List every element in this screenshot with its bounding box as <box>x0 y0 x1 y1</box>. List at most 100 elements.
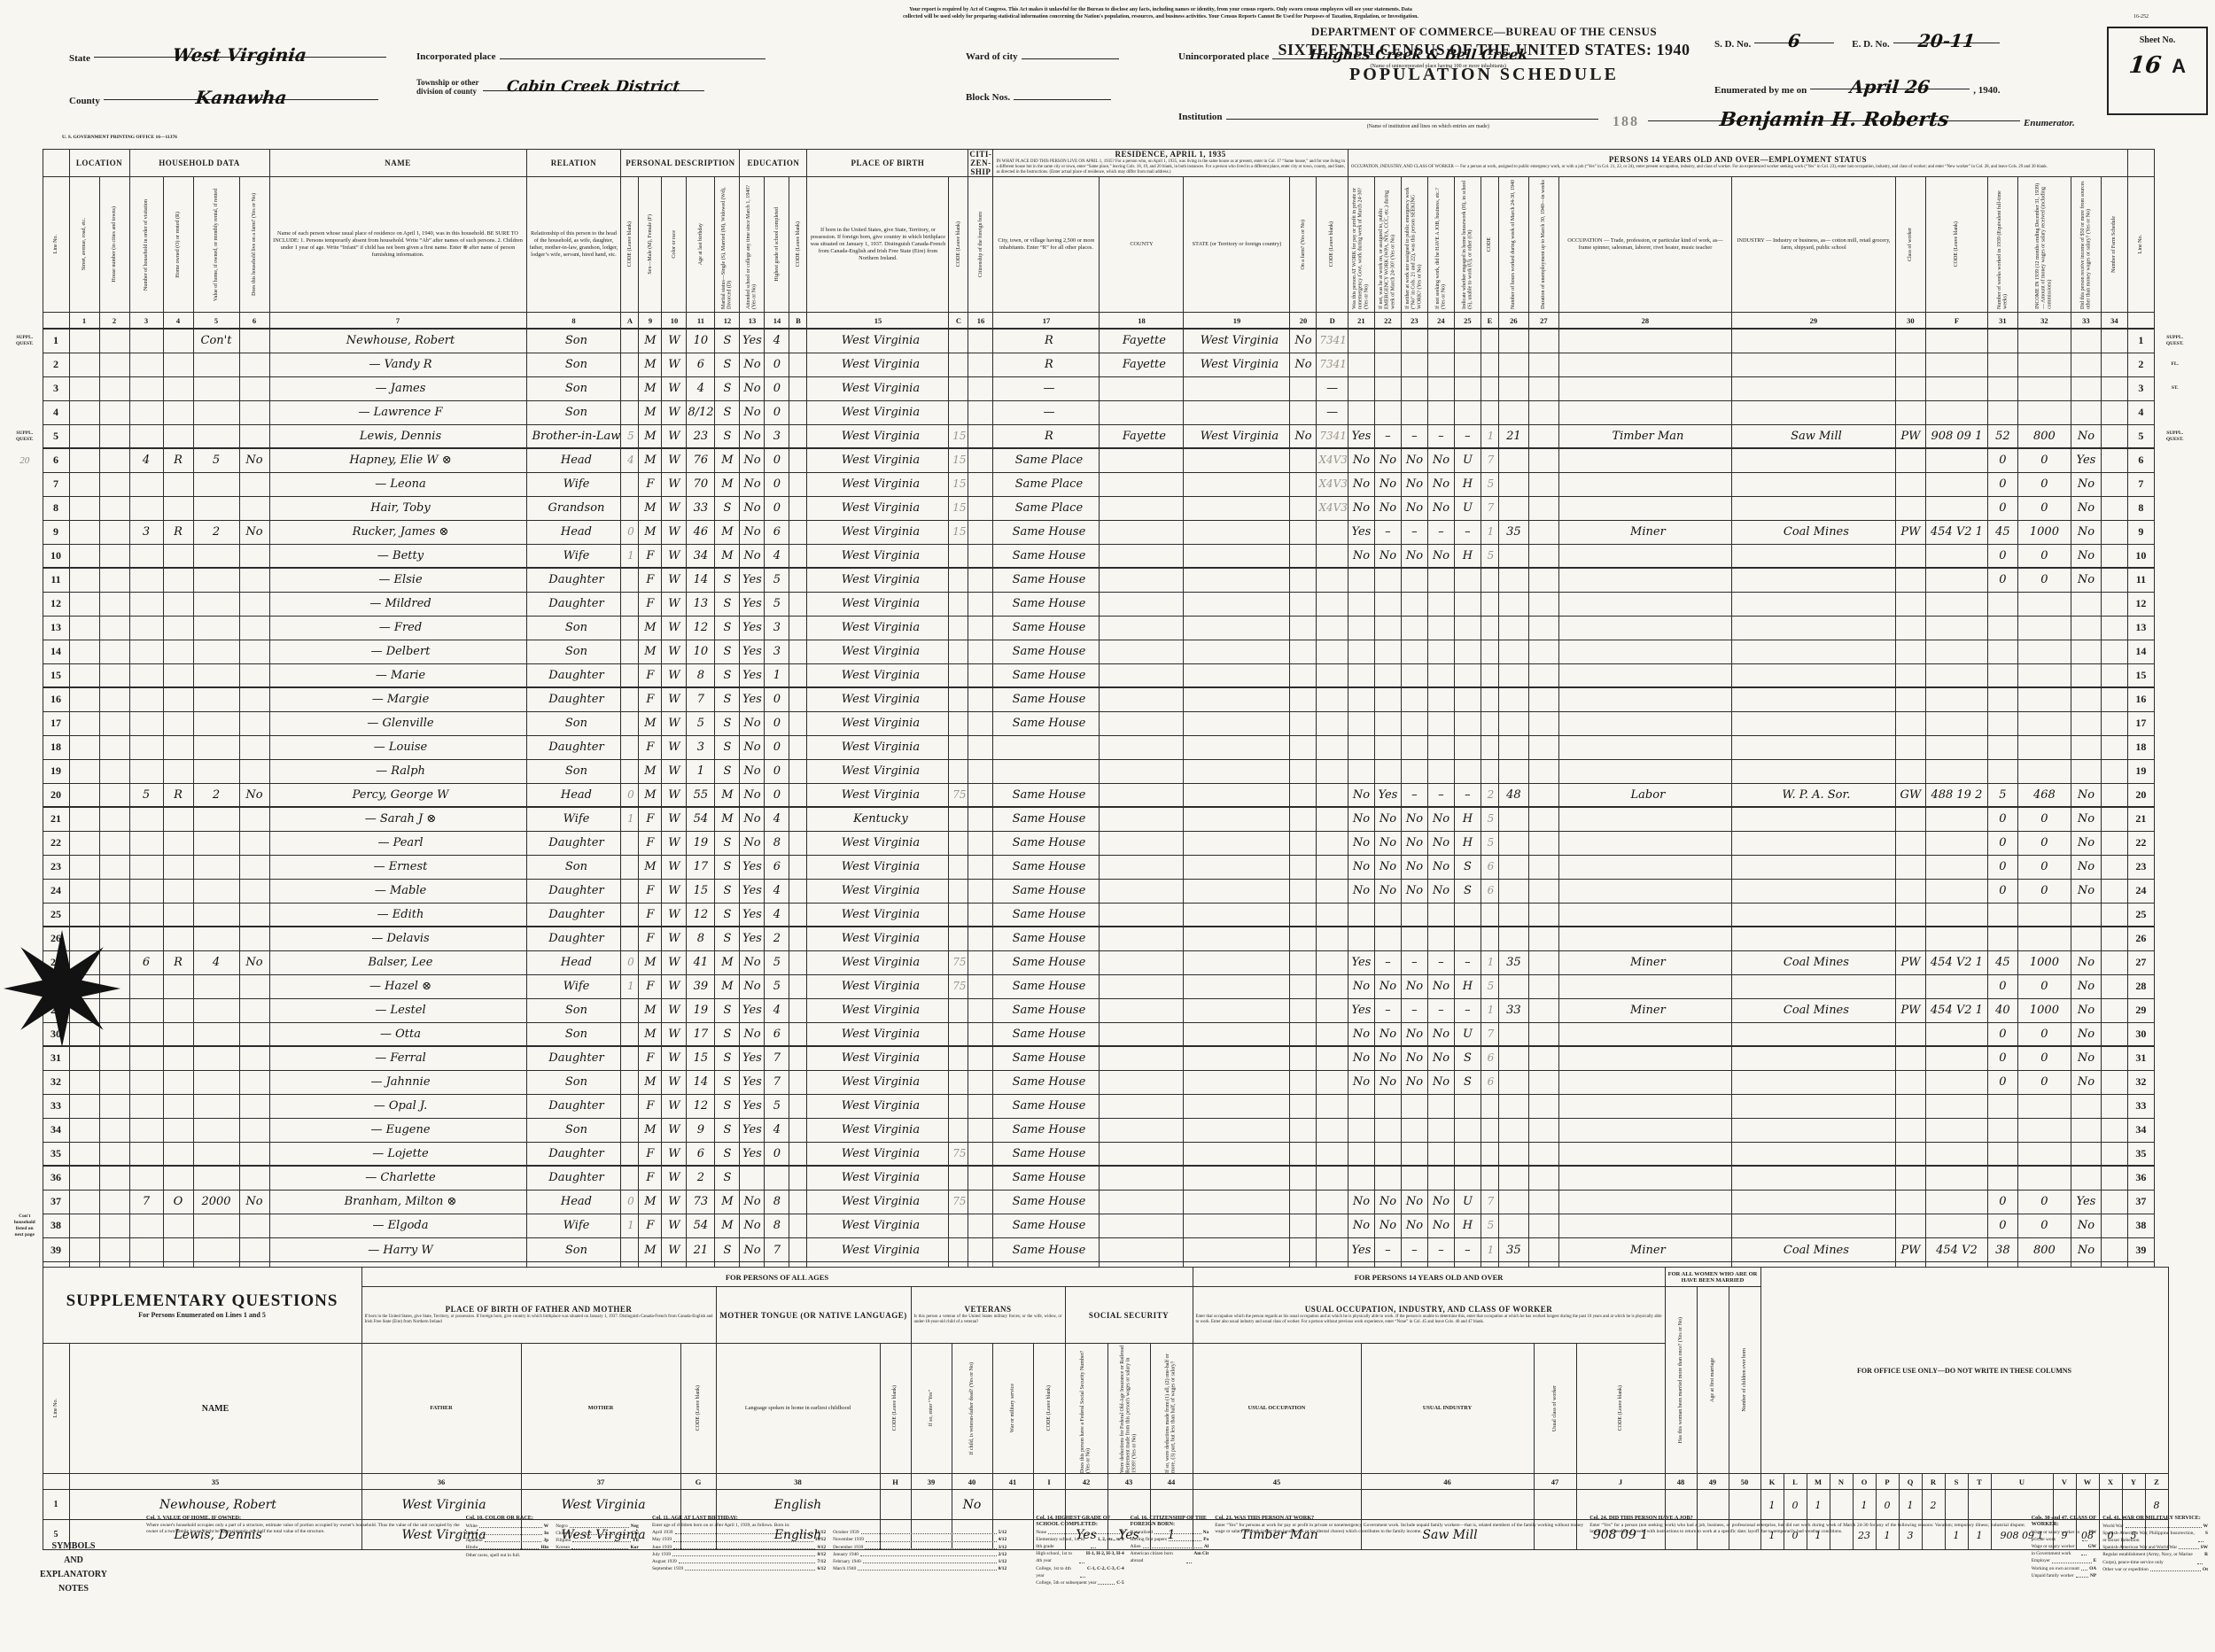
cell-cf <box>1924 734 1988 760</box>
legend-code-pair: Other war or expedition Ot <box>2102 1566 2208 1572</box>
cell-hh <box>128 615 164 640</box>
cell-ce: 5 <box>1480 1213 1499 1238</box>
cell-hn <box>98 471 130 497</box>
legend-code-pair: College, 1st to 4th year C-1, C-2, C-3, C… <box>1036 1565 1124 1578</box>
cell-val: 5 <box>192 447 240 473</box>
column-header-wks: Number of weeks worked in 1939 (Equivale… <box>1986 176 2018 313</box>
cell-r18 <box>1099 1093 1185 1119</box>
cell-cr: W <box>661 399 688 425</box>
cell-r17: R <box>992 328 1100 353</box>
supp-cell-w50 <box>1728 1489 1761 1520</box>
cell-cd <box>1316 639 1348 664</box>
cell-mL <box>7 879 43 903</box>
legend-code-pair: March 1940 0/12 <box>833 1565 1007 1571</box>
cell-age: 12 <box>686 1093 716 1119</box>
cell-cls <box>1894 663 1926 688</box>
cell-name: — Jahnnie <box>268 1069 527 1095</box>
header-tongue: Language spoken in home in earliest chil… <box>715 1343 881 1474</box>
cell-r19 <box>1183 567 1291 593</box>
cell-ca: 1 <box>620 543 640 569</box>
cell-ca <box>620 639 640 664</box>
cell-ms: S <box>714 1117 741 1143</box>
cell-r20: No <box>1289 328 1317 353</box>
cell-e21 <box>1347 1165 1375 1191</box>
supp-cell-v40: No <box>951 1489 993 1520</box>
supp-colnum: J <box>1575 1473 1666 1490</box>
cell-st <box>68 495 100 521</box>
cell-gr: 6 <box>764 854 790 880</box>
cell-ce <box>1480 926 1499 951</box>
header-code-j: CODE (Leave blank) <box>1575 1343 1666 1474</box>
cell-e21: No <box>1347 495 1375 521</box>
cell-e23 <box>1400 926 1428 951</box>
cell-ca <box>620 1045 640 1071</box>
cell-ce <box>1480 758 1499 784</box>
cell-cit <box>968 758 994 784</box>
cell-sx: M <box>638 1189 663 1214</box>
cell-r17: Same House <box>992 686 1100 712</box>
column-header-hrs: Number of hours worked during week of Ma… <box>1497 176 1529 313</box>
cell-name: — Ferral <box>268 1045 527 1071</box>
cell-e25: H <box>1453 973 1481 999</box>
cell-e22 <box>1373 1117 1402 1143</box>
cell-or <box>162 758 194 784</box>
cell-r17: Same House <box>992 639 1100 664</box>
cell-gr: 0 <box>764 447 790 473</box>
cell-name: — Elgoda <box>268 1213 527 1238</box>
header-name: NAME <box>68 1343 362 1474</box>
header-w49: Age at first marriage <box>1696 1286 1729 1474</box>
cell-sch: Yes <box>739 663 766 688</box>
column-header-cf: CODE (Leave blank) <box>1924 176 1988 313</box>
cell-cd: 7341 <box>1316 423 1348 449</box>
cell-cit <box>968 686 994 712</box>
table-row: 18— Louise Daughter F W 3 S No 0 West Virginia 18 <box>7 734 2195 760</box>
cell-ind <box>1730 328 1896 353</box>
cell-cb <box>789 591 808 617</box>
supp-cell-ind <box>1360 1489 1535 1520</box>
cell-r17: Same House <box>992 591 1100 617</box>
cell-cit <box>968 495 994 521</box>
cell-wks: 45 <box>1986 950 2018 975</box>
cell-r17: Same House <box>992 543 1100 569</box>
cell-hn <box>98 1021 130 1047</box>
cell-or <box>162 615 194 640</box>
cell-ca <box>620 495 640 521</box>
cell-cd <box>1316 710 1348 736</box>
cell-hh <box>128 806 164 832</box>
cell-ln1: 17 <box>42 710 70 736</box>
cell-r18 <box>1099 447 1185 473</box>
cell-r17 <box>992 758 1100 784</box>
cell-r19 <box>1183 854 1291 880</box>
cell-cf <box>1924 686 1988 712</box>
cell-r17: Same House <box>992 1117 1100 1143</box>
header-code-i: CODE (Leave blank) <box>1032 1343 1066 1474</box>
cell-pob: West Virginia <box>806 328 950 353</box>
cell-r19 <box>1183 591 1291 617</box>
cell-r18 <box>1099 1021 1185 1047</box>
cell-r17: Same House <box>992 1021 1100 1047</box>
cell-dur <box>1527 495 1559 521</box>
cell-hrs <box>1497 902 1529 927</box>
cell-cls <box>1894 710 1926 736</box>
cell-cls <box>1894 1045 1926 1071</box>
cell-pob: West Virginia <box>806 758 950 784</box>
cell-mL <box>7 544 43 568</box>
cell-cb <box>789 926 808 951</box>
cell-cc <box>948 1117 969 1143</box>
cell-age: 54 <box>686 1213 716 1238</box>
cell-r20 <box>1289 543 1317 569</box>
cell-fm <box>238 1069 270 1095</box>
cell-hrs: 33 <box>1497 997 1529 1023</box>
cell-ind <box>1730 1141 1896 1167</box>
cell-cf <box>1924 471 1988 497</box>
cell-r20 <box>1289 902 1317 927</box>
cell-oth <box>2070 926 2102 951</box>
cell-cls <box>1894 591 1926 617</box>
cell-e22: No <box>1373 1021 1402 1047</box>
cell-val <box>192 376 240 401</box>
cell-e25: U <box>1453 447 1481 473</box>
cell-r20 <box>1289 519 1317 545</box>
cell-hn <box>98 1213 130 1238</box>
cell-ca <box>620 830 640 856</box>
